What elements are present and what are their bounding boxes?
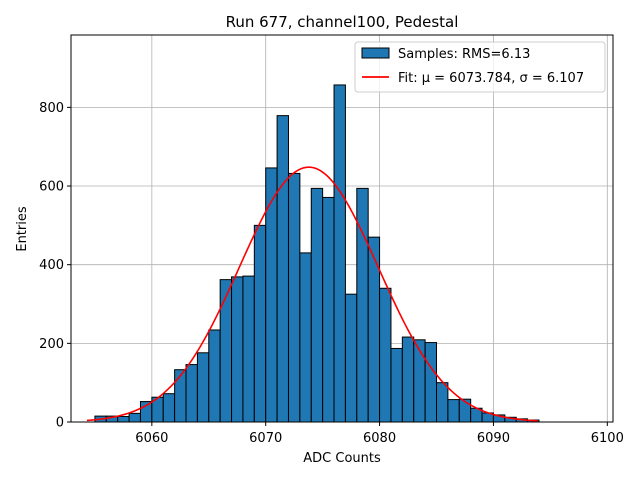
histogram-bar [208, 329, 221, 423]
histogram-bar [287, 172, 301, 423]
histogram-bar [162, 393, 176, 423]
legend-swatch-histogram [361, 47, 390, 59]
gaussian-fit-curve [86, 166, 538, 422]
histogram-bar [276, 115, 289, 423]
y-tick-label: 0 [56, 416, 64, 431]
histogram-bar [310, 187, 324, 423]
legend-label-samples: Samples: RMS=6.13 [398, 47, 530, 62]
fit-curve-layer [86, 166, 538, 422]
histogram-bar [185, 364, 198, 423]
axis-ticks: 6060 6070 6080 6090 6100 0 200 400 600 800 [39, 101, 624, 446]
histogram-bar [265, 167, 278, 423]
histogram-bar [322, 196, 335, 423]
plot-area-frame [70, 34, 614, 423]
histogram-bar [117, 415, 130, 423]
histogram-bar [447, 399, 460, 423]
x-tick-label: 6060 [135, 431, 168, 446]
legend-box [354, 41, 606, 93]
histogram-bar [253, 224, 267, 423]
y-axis-label: Entries [15, 206, 30, 252]
y-tick-label: 600 [39, 180, 64, 195]
y-tick-label: 200 [39, 337, 64, 352]
histogram-bar [344, 293, 358, 423]
histogram-bar [231, 276, 244, 423]
y-tick-label: 800 [39, 101, 64, 116]
histogram-bar [401, 336, 415, 423]
histogram-bar [196, 352, 210, 423]
x-axis-label: ADC Counts [303, 451, 381, 466]
histogram-bar [128, 412, 141, 423]
histogram-bar [333, 84, 346, 423]
x-tick-label: 6070 [249, 431, 282, 446]
histogram-bar [242, 275, 255, 423]
chart-title: Run 677, channel100, Pedestal [226, 13, 459, 31]
x-tick-label: 6090 [477, 431, 510, 446]
histogram-bar [299, 252, 312, 423]
histogram-bar [436, 382, 449, 423]
histogram-bar [413, 339, 426, 423]
histogram-bars [94, 84, 540, 423]
y-tick-label: 400 [39, 258, 64, 273]
x-tick-label: 6100 [591, 431, 624, 446]
histogram-bar [458, 398, 472, 423]
histogram-bar [174, 369, 187, 423]
histogram-bar [219, 279, 233, 423]
histogram-bar [379, 287, 392, 423]
x-tick-label: 6080 [363, 431, 396, 446]
legend: Samples: RMS=6.13 Fit: μ = 6073.784, σ =… [354, 41, 606, 93]
histogram-bar [390, 347, 403, 423]
legend-label-fit: Fit: μ = 6073.784, σ = 6.107 [398, 71, 584, 86]
histogram-bar [424, 342, 438, 423]
